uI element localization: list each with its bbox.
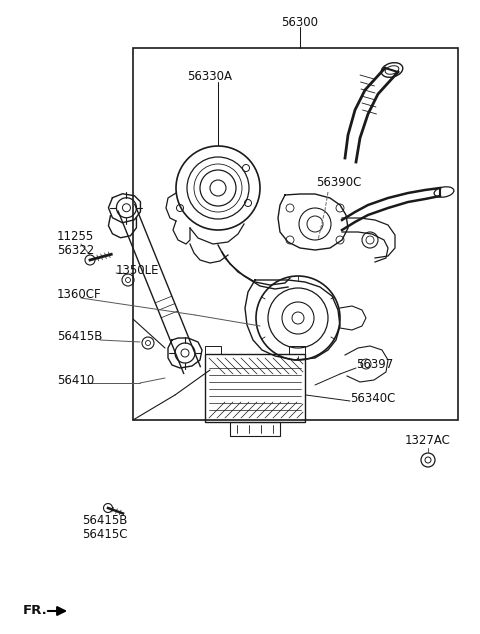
Text: 1350LE: 1350LE — [116, 264, 159, 276]
Text: 56300: 56300 — [281, 15, 319, 29]
Text: 56330A: 56330A — [188, 70, 232, 84]
Text: 11255: 11255 — [57, 230, 94, 242]
Text: 1360CF: 1360CF — [57, 288, 102, 302]
Text: 56410: 56410 — [57, 373, 94, 387]
Text: 56415B: 56415B — [57, 330, 102, 344]
Text: 56397: 56397 — [356, 358, 393, 372]
Bar — [289, 346, 305, 354]
Text: 56340C: 56340C — [350, 392, 396, 404]
Text: 56415C: 56415C — [82, 529, 128, 541]
Text: 56415B: 56415B — [82, 514, 128, 526]
Bar — [133, 48, 458, 420]
Text: 1327AC: 1327AC — [405, 434, 451, 446]
Bar — [205, 346, 221, 354]
Circle shape — [85, 255, 95, 265]
Circle shape — [104, 503, 112, 512]
Text: 56390C: 56390C — [316, 176, 361, 190]
Text: FR.: FR. — [23, 604, 48, 616]
Text: 56322: 56322 — [57, 245, 94, 257]
Bar — [205, 354, 305, 422]
Bar — [230, 422, 280, 436]
